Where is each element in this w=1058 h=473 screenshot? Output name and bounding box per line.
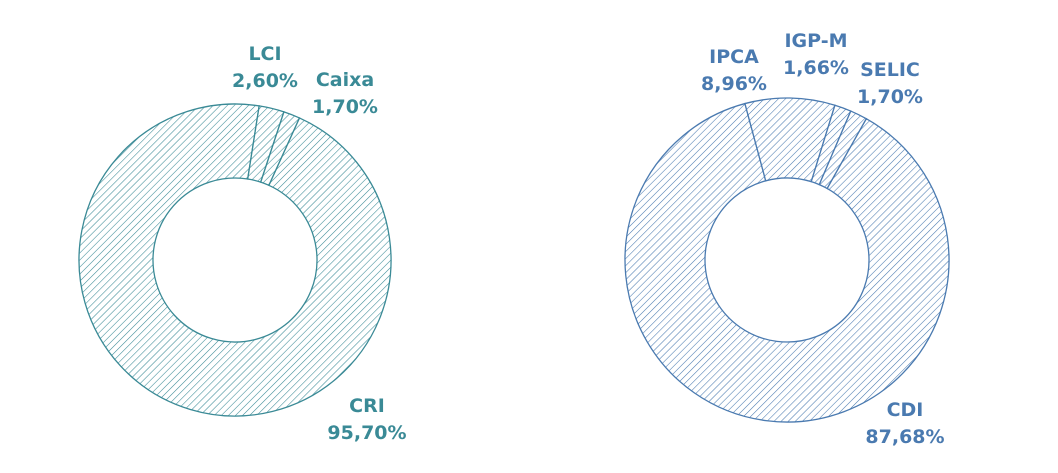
- slice-value-ipca: 8,96%: [701, 73, 767, 95]
- data-label-cdi: CDI 87,68%: [865, 399, 944, 448]
- slice-value-cdi: 87,68%: [865, 426, 944, 448]
- donut-right: CDI 87,68% IPCA 8,96% IGP-M 1,66% SELIC 1,70%: [624, 30, 950, 448]
- data-label-cri: CRI 95,70%: [327, 395, 406, 444]
- data-label-ipca: IPCA 8,96%: [701, 46, 767, 95]
- slice-cri: [78, 103, 392, 417]
- slice-value-selic: 1,70%: [857, 86, 923, 108]
- slice-value-cri: 95,70%: [327, 422, 406, 444]
- slice-name-lci: LCI: [248, 43, 281, 65]
- slice-value-lci: 2,60%: [232, 70, 298, 92]
- slice-name-selic: SELIC: [860, 59, 920, 81]
- data-label-igp-m: IGP-M 1,66%: [783, 30, 849, 79]
- slice-caixa: [259, 111, 301, 187]
- slice-name-igp-m: IGP-M: [784, 30, 847, 52]
- slice-value-caixa: 1,70%: [312, 96, 378, 118]
- slice-name-cdi: CDI: [887, 399, 924, 421]
- data-label-caixa: Caixa 1,70%: [312, 69, 378, 118]
- slice-name-ipca: IPCA: [709, 46, 759, 68]
- slice-value-igp-m: 1,66%: [783, 57, 849, 79]
- slice-cdi: [624, 102, 950, 423]
- slice-name-cri: CRI: [349, 395, 385, 417]
- slice-name-caixa: Caixa: [316, 69, 374, 91]
- slice-selic: [818, 110, 868, 190]
- data-label-selic: SELIC 1,70%: [857, 59, 923, 108]
- data-label-lci: LCI 2,60%: [232, 43, 298, 92]
- donut-left: CRI 95,70% LCI 2,60% Caixa 1,70%: [78, 43, 407, 444]
